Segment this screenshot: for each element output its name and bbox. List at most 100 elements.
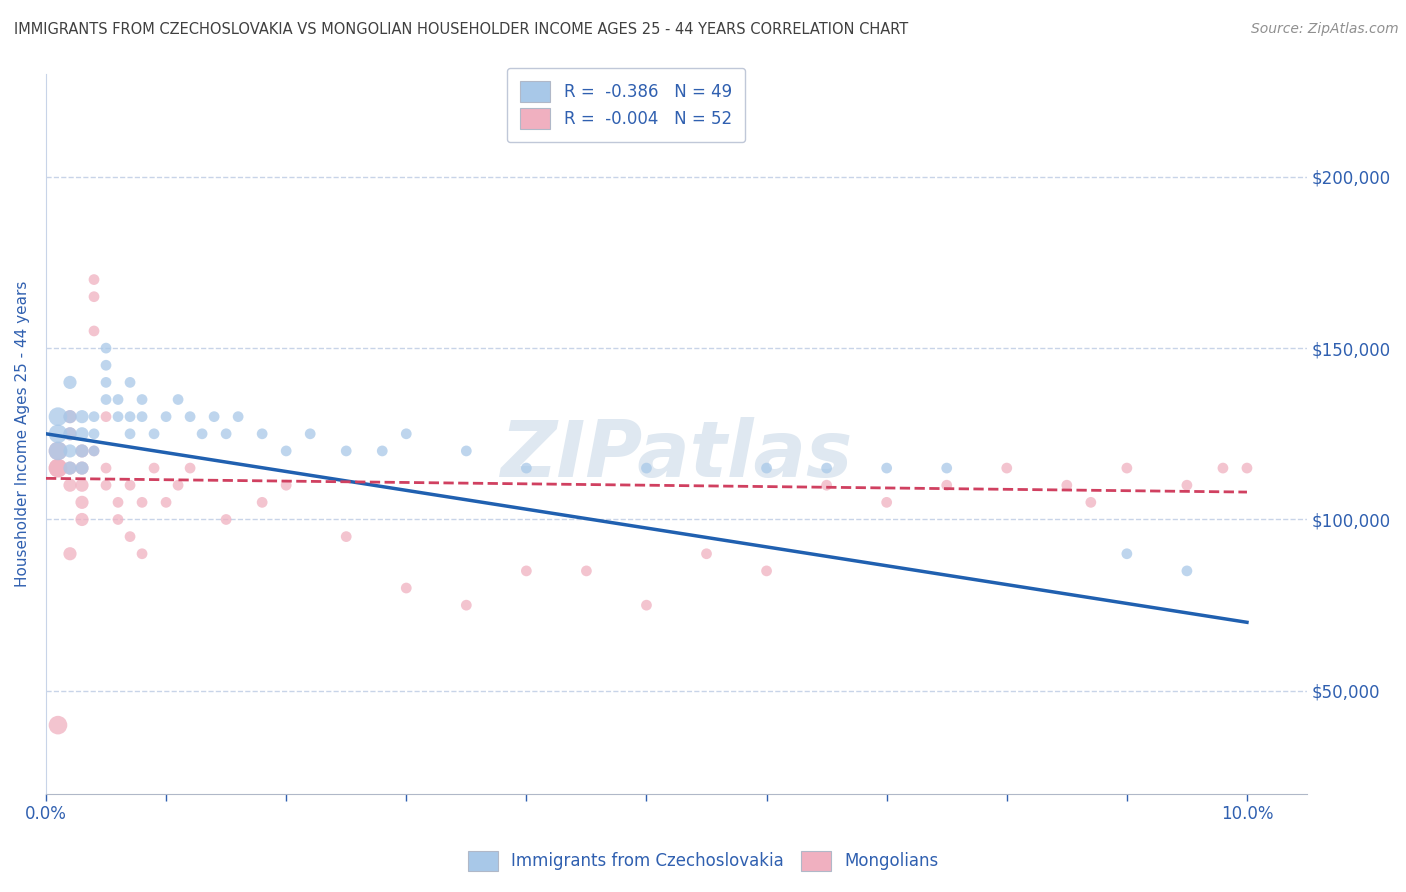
Point	[70, 444, 93, 458]
Point	[83, 444, 105, 458]
Point	[143, 426, 166, 441]
Point	[755, 461, 778, 475]
Point	[107, 409, 129, 424]
Point	[70, 478, 93, 492]
Point	[70, 409, 93, 424]
Text: ZIPatlas: ZIPatlas	[501, 417, 852, 493]
Point	[575, 564, 598, 578]
Point	[59, 376, 82, 390]
Point	[70, 461, 93, 475]
Legend: R =  -0.386   N = 49, R =  -0.004   N = 52: R = -0.386 N = 49, R = -0.004 N = 52	[508, 68, 745, 142]
Point	[118, 426, 141, 441]
Point	[143, 461, 166, 475]
Point	[94, 392, 117, 407]
Point	[815, 478, 838, 492]
Point	[456, 598, 478, 612]
Y-axis label: Householder Income Ages 25 - 44 years: Householder Income Ages 25 - 44 years	[15, 281, 30, 587]
Point	[70, 512, 93, 526]
Point	[107, 512, 129, 526]
Point	[70, 444, 93, 458]
Point	[59, 547, 82, 561]
Point	[46, 444, 69, 458]
Point	[70, 495, 93, 509]
Point	[59, 478, 82, 492]
Point	[83, 290, 105, 304]
Point	[155, 409, 177, 424]
Point	[299, 426, 322, 441]
Point	[59, 409, 82, 424]
Point	[70, 461, 93, 475]
Point	[70, 426, 93, 441]
Point	[59, 409, 82, 424]
Point	[83, 409, 105, 424]
Point	[202, 409, 225, 424]
Point	[107, 495, 129, 509]
Point	[131, 547, 153, 561]
Point	[876, 495, 898, 509]
Point	[995, 461, 1018, 475]
Point	[335, 444, 357, 458]
Point	[94, 478, 117, 492]
Point	[59, 444, 82, 458]
Point	[155, 495, 177, 509]
Point	[118, 409, 141, 424]
Point	[1175, 564, 1198, 578]
Point	[94, 358, 117, 372]
Point	[179, 461, 201, 475]
Point	[118, 376, 141, 390]
Point	[191, 426, 214, 441]
Legend: Immigrants from Czechoslovakia, Mongolians: Immigrants from Czechoslovakia, Mongolia…	[460, 842, 946, 880]
Point	[1080, 495, 1102, 509]
Point	[94, 409, 117, 424]
Point	[118, 530, 141, 544]
Point	[46, 461, 69, 475]
Point	[636, 461, 658, 475]
Point	[215, 426, 238, 441]
Point	[1115, 461, 1137, 475]
Point	[83, 426, 105, 441]
Point	[59, 426, 82, 441]
Point	[395, 426, 418, 441]
Point	[46, 444, 69, 458]
Point	[94, 376, 117, 390]
Text: Source: ZipAtlas.com: Source: ZipAtlas.com	[1251, 22, 1399, 37]
Point	[876, 461, 898, 475]
Point	[46, 409, 69, 424]
Point	[46, 718, 69, 732]
Point	[167, 478, 190, 492]
Point	[59, 426, 82, 441]
Point	[1212, 461, 1234, 475]
Point	[167, 392, 190, 407]
Point	[515, 461, 537, 475]
Point	[1236, 461, 1258, 475]
Point	[276, 444, 298, 458]
Point	[118, 478, 141, 492]
Point	[515, 564, 537, 578]
Point	[1115, 547, 1137, 561]
Point	[250, 426, 273, 441]
Point	[94, 341, 117, 355]
Point	[250, 495, 273, 509]
Point	[107, 392, 129, 407]
Point	[395, 581, 418, 595]
Point	[935, 478, 957, 492]
Point	[1056, 478, 1078, 492]
Point	[46, 461, 69, 475]
Point	[131, 409, 153, 424]
Point	[46, 426, 69, 441]
Point	[179, 409, 201, 424]
Point	[83, 444, 105, 458]
Point	[636, 598, 658, 612]
Text: IMMIGRANTS FROM CZECHOSLOVAKIA VS MONGOLIAN HOUSEHOLDER INCOME AGES 25 - 44 YEAR: IMMIGRANTS FROM CZECHOSLOVAKIA VS MONGOL…	[14, 22, 908, 37]
Point	[335, 530, 357, 544]
Point	[935, 461, 957, 475]
Point	[131, 392, 153, 407]
Point	[83, 272, 105, 286]
Point	[696, 547, 718, 561]
Point	[215, 512, 238, 526]
Point	[59, 461, 82, 475]
Point	[371, 444, 394, 458]
Point	[456, 444, 478, 458]
Point	[94, 461, 117, 475]
Point	[59, 461, 82, 475]
